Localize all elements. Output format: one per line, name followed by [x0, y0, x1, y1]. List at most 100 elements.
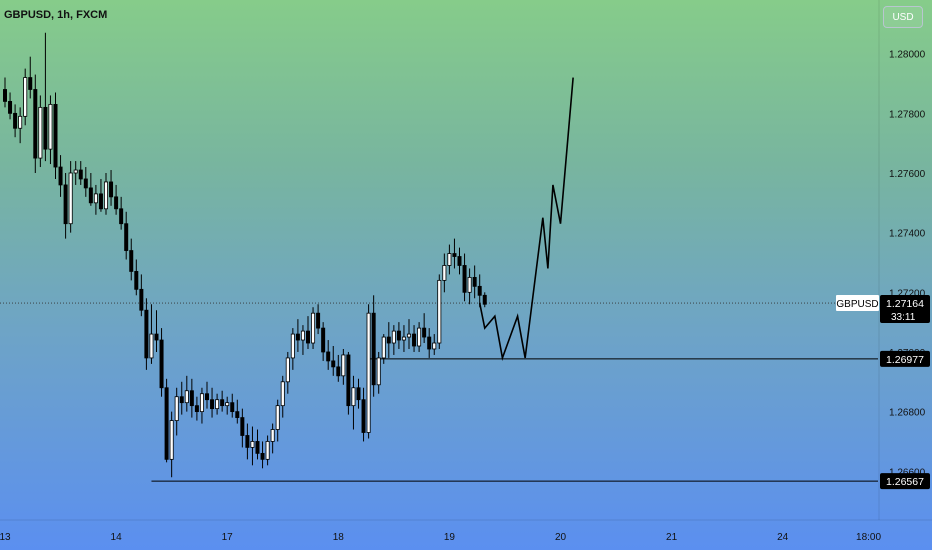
- level-price-text: 1.26567: [886, 476, 924, 488]
- price-labels: GBPUSD 1.27164 33:11 1.26977 1.26567: [836, 295, 930, 490]
- candle-body: [290, 333, 295, 359]
- candle-body: [295, 333, 300, 341]
- candle-body: [316, 312, 321, 329]
- candle-body: [250, 441, 255, 448]
- candle-body: [63, 184, 68, 225]
- candle-body: [179, 396, 184, 404]
- candle-body: [28, 77, 33, 90]
- candle-body: [83, 178, 88, 189]
- candle-body: [427, 336, 432, 350]
- candle-body: [124, 223, 129, 251]
- time-axis[interactable]: 13 14 17 18 19 20 21 24 18:00: [0, 532, 881, 543]
- y-tick-label: 1.26800: [889, 408, 926, 419]
- projection-path: [478, 77, 574, 361]
- candle-body: [48, 103, 53, 150]
- candle-body: [73, 169, 78, 174]
- candle-body: [164, 387, 169, 460]
- candle-body: [38, 106, 43, 159]
- projection-drawing[interactable]: [478, 77, 574, 361]
- y-tick-label: 1.27400: [889, 229, 926, 240]
- currency-button[interactable]: USD: [883, 6, 923, 28]
- candle-body: [331, 360, 336, 368]
- candle-body: [437, 279, 442, 344]
- candle-body: [467, 276, 472, 293]
- candle-body: [210, 399, 215, 410]
- candle-body: [88, 187, 93, 204]
- candle-body: [442, 265, 447, 281]
- candle-body: [351, 387, 356, 407]
- x-tick-label: 14: [111, 532, 123, 543]
- candle-body: [240, 417, 245, 436]
- y-tick-label: 1.27600: [889, 169, 926, 180]
- x-tick-label: 18: [333, 532, 345, 543]
- current-price-text: 1.27164: [886, 298, 924, 310]
- candle-body: [230, 402, 235, 413]
- candle-body: [260, 452, 265, 460]
- candle-body: [13, 112, 18, 129]
- candle-body: [225, 402, 230, 407]
- candle-body: [361, 399, 366, 433]
- candle-body: [311, 312, 316, 344]
- candle-body: [220, 399, 225, 407]
- candle-body: [396, 330, 401, 341]
- candle-body: [98, 193, 103, 210]
- candle-body: [119, 208, 124, 225]
- symbol-tag-text: GBPUSD: [836, 299, 878, 310]
- candle-body: [144, 309, 149, 359]
- x-tick-label: 17: [222, 532, 234, 543]
- candle-body: [270, 429, 275, 442]
- level-price-tag: [880, 473, 930, 490]
- candle-body: [184, 390, 189, 404]
- symbol-tag: [836, 295, 879, 312]
- x-tick-label: 20: [555, 532, 567, 543]
- candle-body: [245, 435, 250, 448]
- candle-body: [159, 339, 164, 389]
- candle-body: [406, 333, 411, 338]
- candle-body: [472, 276, 477, 287]
- candle-body: [457, 256, 462, 266]
- candle-body: [305, 330, 310, 344]
- candle-body: [371, 312, 376, 386]
- candle-body: [477, 285, 482, 296]
- support-levels[interactable]: [151, 358, 878, 482]
- candle-body: [417, 327, 422, 347]
- candle-body: [78, 169, 83, 180]
- price-axis[interactable]: 1.280001.278001.276001.274001.272001.270…: [889, 50, 926, 479]
- x-tick-label: 19: [444, 532, 456, 543]
- candle-body: [134, 271, 139, 290]
- candle-body: [23, 77, 28, 117]
- candle-body: [265, 441, 270, 460]
- candle-body: [174, 396, 179, 421]
- candle-body: [139, 288, 144, 311]
- candle-body: [447, 253, 452, 266]
- y-tick-label: 1.27200: [889, 288, 926, 299]
- candlesticks: [3, 32, 487, 478]
- candle-body: [482, 294, 487, 305]
- candle-body: [215, 399, 220, 410]
- symbol-title[interactable]: GBPUSD, 1h, FXCM: [4, 9, 108, 21]
- candle-body: [18, 115, 23, 129]
- y-tick-label: 1.26600: [889, 467, 926, 478]
- candle-body: [386, 336, 391, 344]
- candle-body: [33, 89, 38, 159]
- candle-body: [199, 393, 204, 413]
- candle-body: [204, 393, 209, 401]
- candle-body: [280, 381, 285, 407]
- candle-body: [93, 193, 98, 204]
- x-tick-label: 13: [0, 532, 11, 543]
- candle-body: [43, 106, 48, 150]
- candle-body: [412, 333, 417, 347]
- candle-body: [422, 327, 427, 338]
- candle-body: [326, 351, 331, 362]
- candle-body: [235, 411, 240, 418]
- candle-body: [341, 354, 346, 377]
- level-price-text: 1.26977: [886, 354, 924, 366]
- candle-body: [381, 336, 386, 359]
- candle-body: [356, 387, 361, 401]
- candle-body: [104, 181, 109, 210]
- candle-body: [255, 441, 260, 454]
- candle-body: [149, 333, 154, 359]
- candle-body: [462, 265, 467, 293]
- candle-body: [169, 420, 174, 460]
